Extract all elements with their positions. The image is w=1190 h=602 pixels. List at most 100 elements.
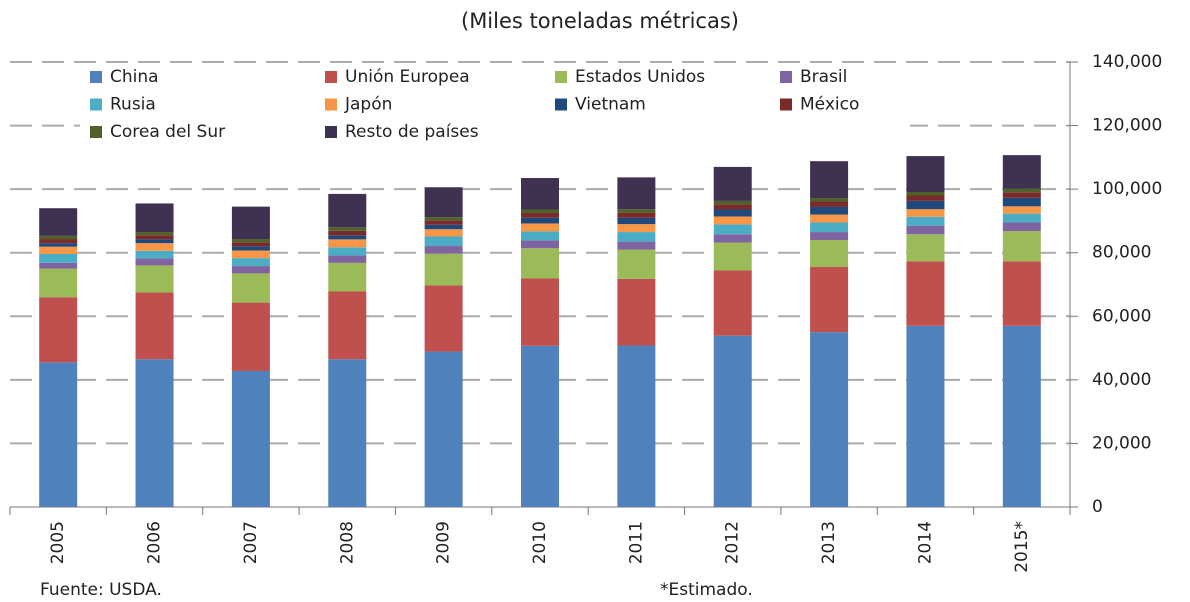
bar-segment xyxy=(424,229,463,237)
y-tick-label: 120,000 xyxy=(1092,116,1162,136)
bar-segment xyxy=(424,224,463,230)
bar-segment xyxy=(810,214,849,223)
bar-segment xyxy=(328,235,367,240)
legend-swatch xyxy=(780,98,792,111)
bar-segment xyxy=(906,209,945,217)
bar-segment xyxy=(39,268,78,298)
legend-label: Japón xyxy=(344,95,392,115)
bar-segment xyxy=(1002,197,1041,207)
bar-segment xyxy=(713,270,752,336)
bar-segment xyxy=(135,250,174,259)
bar-segment xyxy=(424,187,463,218)
y-tick-label: 60,000 xyxy=(1092,306,1151,326)
x-tick-label: 2015* xyxy=(1012,521,1032,573)
bar-segment xyxy=(906,195,945,201)
bar-segment xyxy=(617,224,656,233)
bar-segment xyxy=(521,248,559,279)
bar-segment xyxy=(231,302,270,371)
legend-background xyxy=(80,64,910,146)
y-tick-label: 140,000 xyxy=(1092,52,1162,72)
y-tick-label: 40,000 xyxy=(1092,370,1151,390)
legend-swatch xyxy=(90,126,102,138)
legend-label: Vietnam xyxy=(575,95,646,115)
bar-segment xyxy=(328,255,367,263)
bar-segment xyxy=(1002,231,1041,262)
bar-segment xyxy=(521,231,559,241)
x-tick-label: 2007 xyxy=(241,521,261,564)
bar-segment xyxy=(424,220,463,225)
chart-title: (Miles toneladas métricas) xyxy=(461,9,739,33)
bar-segment xyxy=(39,208,78,236)
bar-segment xyxy=(135,292,174,360)
legend-label: China xyxy=(110,67,159,87)
bar-segment xyxy=(1002,188,1041,193)
bar-segment xyxy=(617,177,656,210)
bar-segment xyxy=(713,204,752,210)
bar-segment xyxy=(231,370,270,507)
y-tick-label: 100,000 xyxy=(1092,179,1162,199)
bar-segment xyxy=(713,242,752,271)
bar-segment xyxy=(617,232,656,242)
bar-segment xyxy=(617,241,656,250)
note: *Estimado. xyxy=(660,580,753,600)
bar-segment xyxy=(1002,192,1041,198)
bar-segment xyxy=(1002,206,1041,214)
bar-segment xyxy=(810,198,849,202)
bar-segment xyxy=(231,242,270,247)
bar-segment xyxy=(713,216,752,225)
bar-segment xyxy=(328,359,367,507)
bar-segment xyxy=(810,232,849,240)
bar-segment xyxy=(713,335,752,507)
bar-segment xyxy=(521,178,559,210)
bar-segment xyxy=(135,258,174,266)
bar-segment xyxy=(39,239,78,244)
bar-segment xyxy=(617,212,656,218)
legend-swatch xyxy=(325,126,337,138)
bar-segment xyxy=(39,253,78,263)
bar-segment xyxy=(231,266,270,274)
x-tick-label: 2008 xyxy=(337,521,357,564)
legend-swatch xyxy=(325,71,337,83)
bar-segment xyxy=(424,236,463,247)
legend-swatch xyxy=(90,98,102,111)
bar-segment xyxy=(328,247,367,256)
bar-segment xyxy=(810,222,849,233)
bar-segment xyxy=(521,209,559,213)
bar-segment xyxy=(521,240,559,249)
bar-segment xyxy=(810,267,849,333)
bar-segment xyxy=(810,332,849,507)
bar-segment xyxy=(424,351,463,507)
x-tick-label: 2010 xyxy=(530,521,550,564)
bar-segment xyxy=(617,278,656,346)
x-tick-label: 2012 xyxy=(723,521,743,564)
x-tick-label: 2014 xyxy=(915,521,935,564)
bar-segment xyxy=(810,206,849,215)
bar-segment xyxy=(424,253,463,286)
x-tick-label: 2009 xyxy=(434,521,454,564)
bar-segment xyxy=(135,359,174,507)
legend-label: Brasil xyxy=(800,67,847,87)
bar-segment xyxy=(906,156,945,193)
bar-segment xyxy=(1002,213,1041,223)
bar-segment xyxy=(39,235,78,240)
bar-segment xyxy=(1002,222,1041,232)
bar-segment xyxy=(906,192,945,196)
bar-segment xyxy=(713,234,752,243)
bar-segment xyxy=(713,166,752,201)
bar-segment xyxy=(1002,261,1041,326)
bar-segment xyxy=(39,297,78,363)
bar-segment xyxy=(424,285,463,352)
bar-segment xyxy=(617,209,656,213)
bar-segment xyxy=(521,345,559,507)
bar-segment xyxy=(39,246,78,254)
legend-swatch xyxy=(90,71,102,83)
bar-segment xyxy=(906,225,945,235)
bar-segment xyxy=(135,203,174,233)
legend-label: Unión Europea xyxy=(345,67,470,87)
bar-segment xyxy=(328,262,367,292)
bar-segment xyxy=(906,216,945,226)
bar-segment xyxy=(135,235,174,240)
bar-segment xyxy=(424,246,463,254)
bar-segment xyxy=(135,265,174,293)
